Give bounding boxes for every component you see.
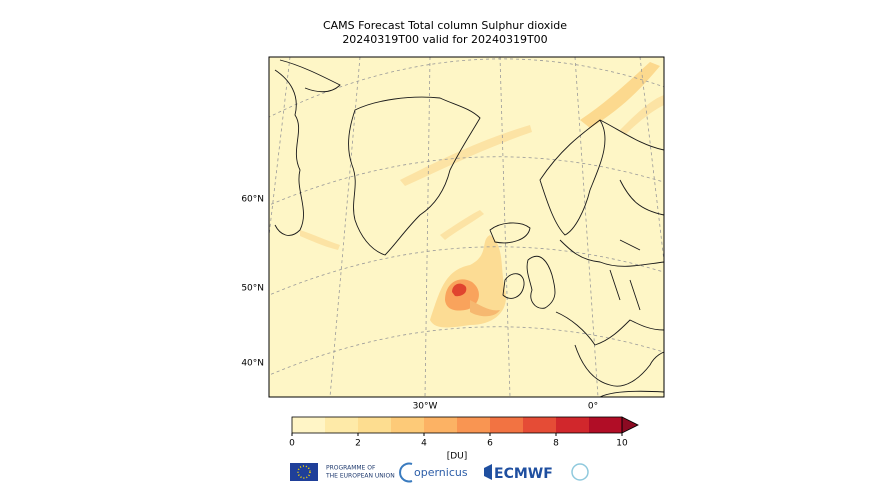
map — [269, 57, 664, 397]
ecmwf-text: ECMWF — [494, 466, 553, 482]
colorbar-bin — [523, 417, 556, 433]
colorbar-frame — [291, 416, 623, 434]
plume — [300, 62, 664, 328]
colorbar-extend — [621, 416, 639, 434]
colorbar-bin — [556, 417, 589, 433]
colorbar-bin — [325, 417, 358, 433]
colorbar-tick-label: 0 — [289, 439, 295, 449]
eu-stars — [297, 465, 311, 479]
colorbar-bin — [292, 417, 325, 433]
colorbar-bin — [457, 417, 490, 433]
colorbar-label: [DU] — [447, 452, 468, 462]
title-line: 20240319T00 valid for 20240319T00 — [342, 33, 547, 46]
colorbar: 0 2 4 6 8 10 — [289, 416, 639, 449]
lon-label: 0° — [588, 402, 598, 412]
colorbar-tick-label: 10 — [616, 439, 628, 449]
coastline — [274, 59, 664, 397]
colorbar-tick-label: 8 — [553, 439, 559, 449]
lat-label: 40°N — [241, 359, 264, 369]
colorbar-bin — [424, 417, 457, 433]
eu-text: PROGRAMME OF — [326, 465, 376, 472]
lat-label: 50°N — [241, 284, 264, 294]
colorbar-bin — [589, 417, 622, 433]
lat-label: 60°N — [241, 195, 264, 205]
copernicus-logo — [399, 462, 413, 483]
colorbar-tick-label: 6 — [487, 439, 493, 449]
title-line: CAMS Forecast Total column Sulphur dioxi… — [323, 19, 567, 32]
eu-text: THE EUROPEAN UNION — [325, 473, 395, 480]
graticule — [269, 57, 664, 397]
colorbar-tick-label: 4 — [421, 439, 427, 449]
colorbar-bin — [490, 417, 523, 433]
colorbar-bin — [358, 417, 391, 433]
colorbar-bin — [391, 417, 424, 433]
lon-label: 30°W — [413, 402, 438, 412]
eu-flag — [290, 463, 318, 481]
colorbar-tick-label: 2 — [355, 439, 361, 449]
footer: PROGRAMME OF THE EUROPEAN UNION opernicu… — [290, 462, 589, 483]
wmo-logo — [571, 463, 589, 481]
ecmwf-logo — [484, 464, 492, 480]
copernicus-text: opernicus — [414, 466, 468, 479]
map-frame — [268, 56, 665, 398]
